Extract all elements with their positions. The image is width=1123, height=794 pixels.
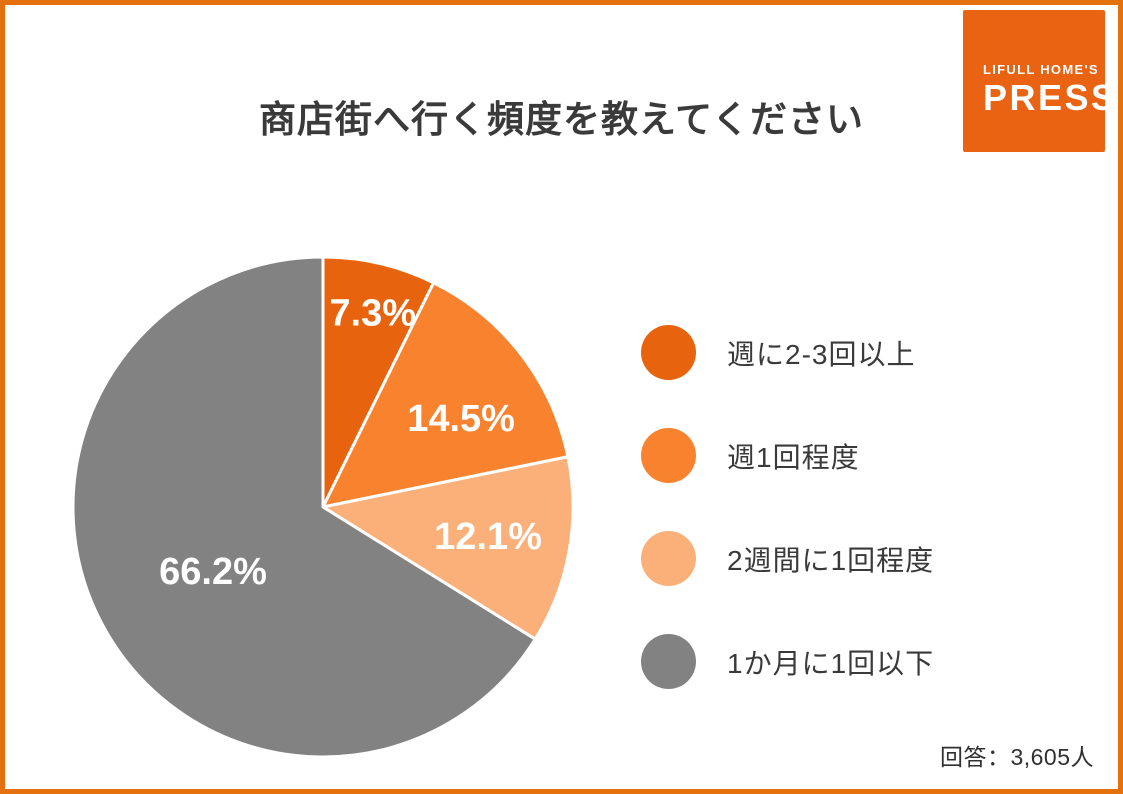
legend-color-dot (641, 428, 696, 483)
pie-slice-label-1: 14.5% (407, 398, 515, 440)
legend-item-label: 週1回程度 (727, 441, 860, 473)
pie-slice-2 (321, 455, 575, 641)
legend-item-1: 週1回程度 (641, 428, 1061, 483)
pie-slice-0 (321, 255, 436, 509)
pie-slice-1 (321, 281, 570, 509)
legend-color-dot (641, 531, 696, 586)
legend-item-label: 週に2-3回以上 (727, 338, 916, 370)
legend: 週に2-3回以上 週1回程度 2週間に1回程度 1か月に1回以下 (641, 325, 1061, 737)
respondent-count: 回答：3,605人 (939, 744, 1094, 770)
legend-color-dot (641, 325, 696, 380)
lifull-homes-press-logo: LIFULL HOME'S PRESS (963, 10, 1118, 152)
title-text-after: を教えてください (562, 99, 865, 140)
logo-brand-text: LIFULL HOME'S (983, 62, 1099, 77)
title-text-before: 商店街へ行く (258, 99, 487, 140)
logo-press-text: PRESS (983, 77, 1118, 118)
legend-item-label: 2週間に1回程度 (727, 544, 935, 576)
legend-color-dot (641, 634, 696, 689)
legend-item-3: 1か月に1回以下 (641, 634, 1061, 689)
pie-slice-label-3: 66.2% (159, 551, 267, 593)
pie-slice-label-0: 7.3% (329, 292, 416, 334)
title-highlight: 頻度 (487, 98, 563, 152)
legend-item-2: 2週間に1回程度 (641, 531, 1061, 586)
pie-slice-label-2: 12.1% (434, 516, 542, 558)
pie-slice-3 (71, 255, 537, 759)
pie-chart: 7.3% 14.5% 12.1% 66.2% (71, 255, 575, 759)
legend-item-0: 週に2-3回以上 (641, 325, 1061, 380)
page-title: 商店街へ行く頻度を教えてください (5, 98, 1118, 152)
legend-item-label: 1か月に1回以下 (727, 647, 935, 679)
